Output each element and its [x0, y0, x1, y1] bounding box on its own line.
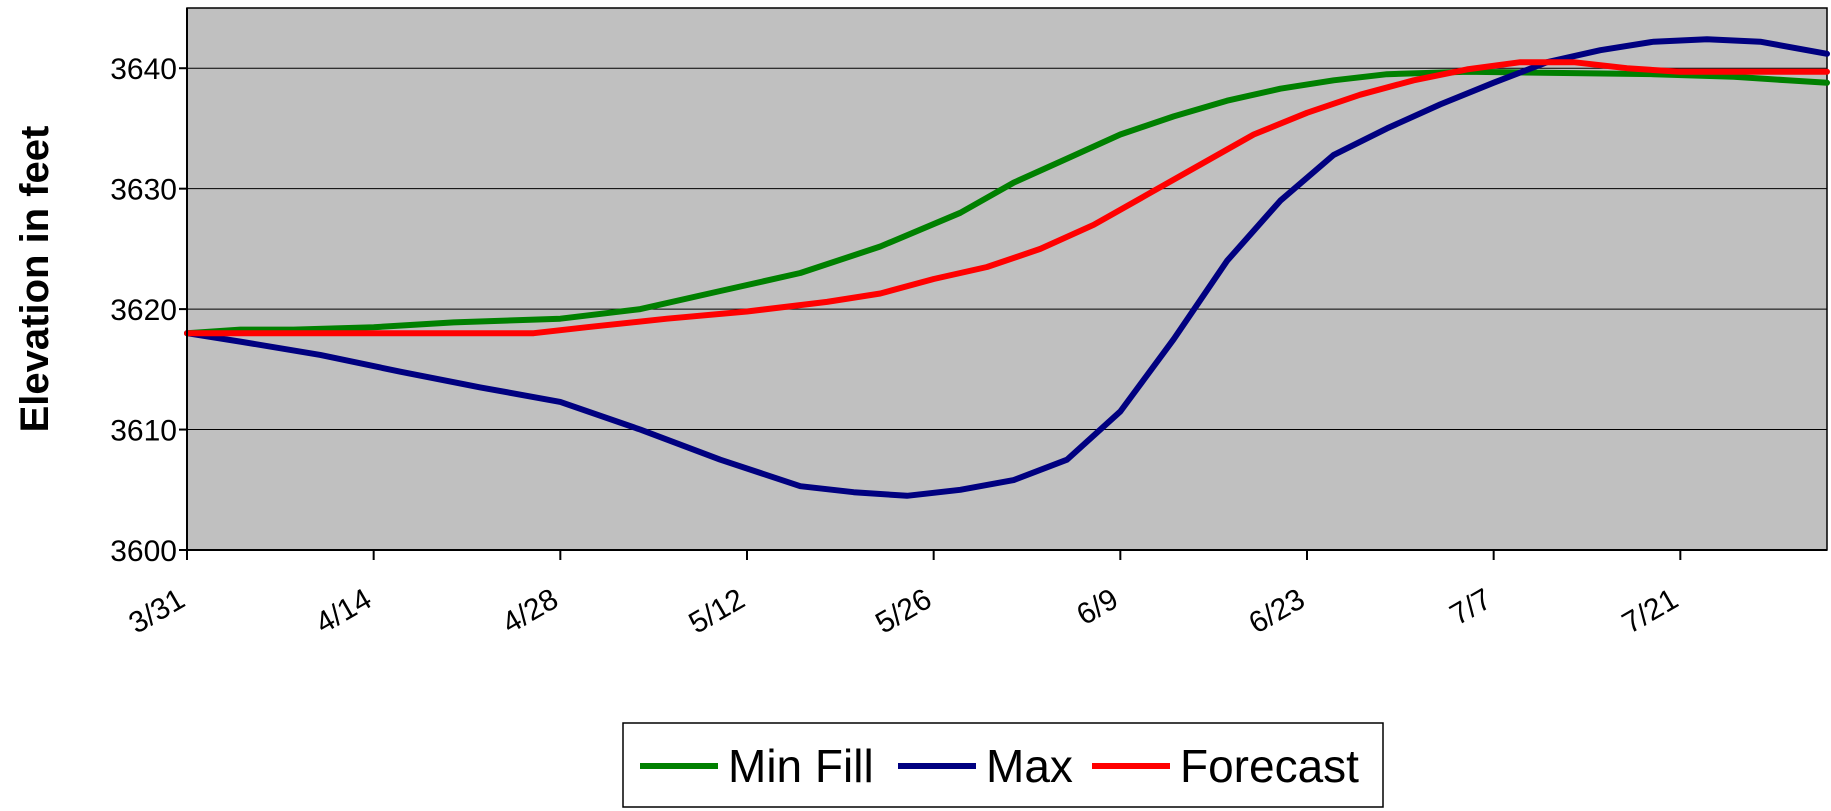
- y-tick-label: 3620: [110, 294, 177, 327]
- legend-label: Max: [986, 740, 1073, 792]
- axes: [186, 8, 1827, 551]
- y-tick-label: 3630: [110, 174, 177, 207]
- y-axis-title: Elevation in feet: [13, 126, 57, 433]
- x-tick-label: 4/14: [310, 582, 377, 640]
- legend-label: Min Fill: [728, 740, 874, 792]
- series-lines: [184, 36, 1830, 499]
- x-tick-label: 7/21: [1617, 582, 1684, 640]
- x-tick-label: 7/7: [1445, 582, 1498, 631]
- x-tick-label: 3/31: [123, 582, 190, 640]
- x-tick-label: 5/12: [683, 582, 750, 640]
- x-tick-label: 6/9: [1071, 582, 1124, 631]
- legend-box: [622, 722, 1384, 808]
- series-line-max: [184, 36, 1830, 499]
- legend: Min Fill Max Forecast: [622, 722, 1384, 808]
- y-tick-labels: 3600 3610 3620 3630 3640: [110, 53, 177, 568]
- x-tick-label: 6/23: [1243, 582, 1310, 640]
- series-line-min-fill: [184, 68, 1830, 337]
- series-line-forecast: [184, 59, 1830, 337]
- plot-area: [186, 7, 1828, 551]
- y-tick-label: 3610: [110, 415, 177, 448]
- y-tick-label: 3600: [110, 535, 177, 568]
- x-tick-label: 5/26: [870, 582, 937, 640]
- x-tick-labels: 3/31 4/14 4/28 5/12 5/26 6/9 6/23 7/7 7/21: [123, 582, 1683, 640]
- y-tick-label: 3640: [110, 53, 177, 86]
- legend-label: Forecast: [1180, 740, 1359, 792]
- x-tick-label: 4/28: [497, 582, 564, 640]
